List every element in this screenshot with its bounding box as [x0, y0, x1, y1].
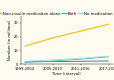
Legend: Insulin only, Non-insulin medication alone, Both, No medication: Insulin only, Non-insulin medication alo…: [0, 12, 112, 16]
X-axis label: Time (interval): Time (interval): [52, 72, 80, 76]
Y-axis label: Number (in millions): Number (in millions): [8, 20, 12, 60]
